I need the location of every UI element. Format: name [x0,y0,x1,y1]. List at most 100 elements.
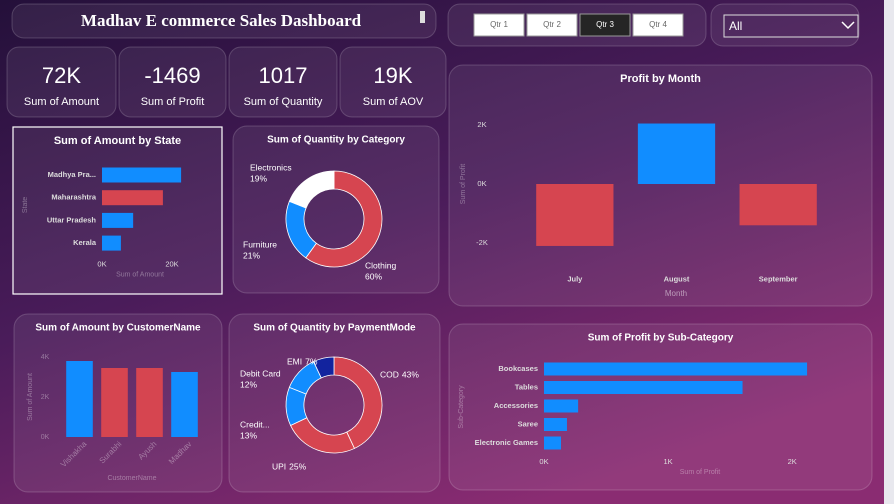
slicer-button[interactable] [526,13,578,37]
kpi-value: 72K [42,63,81,88]
x-axis-title: Month [665,289,687,298]
kpi-label: Sum of Profit [141,96,205,108]
x-tick-label: 2K [788,457,797,466]
bar [171,372,198,437]
bar [102,235,121,251]
bar [102,167,182,183]
kpi-card [228,46,338,118]
slice-value: 13% [240,430,257,440]
y-tick-label: -2K [476,238,488,247]
x-axis-title: CustomerName [107,475,156,482]
x-axis-title: Sum of Amount [116,271,164,278]
slicer-label: Qtr 2 [543,20,561,29]
y-tick-label: Uttar Pradesh [47,215,97,224]
slice-label: COD [380,369,399,379]
chart-title: Sum of Quantity by PaymentMode [253,323,416,334]
bar [544,436,562,450]
slice-value: 43% [402,369,419,379]
y-axis-title: Sum of Profit [460,164,467,205]
kpi-label: Sum of Amount [24,96,99,108]
y-tick-label: Madhya Pra... [48,170,96,179]
chart-title: Sum of Quantity by Category [267,135,405,146]
slicer-label: Qtr 3 [596,20,614,29]
slicer-label: Qtr 4 [649,20,667,29]
chart-panel [232,125,440,294]
chart-title: Sum of Profit by Sub-Category [588,333,734,344]
kpi-label: Sum of Quantity [244,96,323,108]
chart-title: Profit by Month [620,73,701,85]
bar [544,418,567,431]
x-tick-label: July [567,275,583,284]
slicer-button[interactable] [579,13,631,37]
slicer-button[interactable] [632,13,684,37]
slice-label: Electronics [250,162,292,172]
slice-label: Credit... [240,419,270,429]
slice-label: Clothing [365,260,396,270]
dropdown-arrow [841,21,855,30]
bar [544,381,743,394]
y-tick-label: Tables [515,382,538,391]
slicer-button[interactable] [473,13,525,37]
x-tick-label: 1K [663,457,672,466]
chart-title: Sum of Amount by CustomerName [35,323,201,334]
edge [884,0,894,504]
bar [101,368,128,437]
y-axis-title: Sub-Category [458,385,465,429]
bar [136,368,163,437]
x-tick-label: 20K [165,259,178,268]
bar [739,184,817,226]
dropdown-value: All [729,19,742,33]
donut-slice [333,356,383,449]
title-panel [11,3,437,39]
y-tick-label: Bookcases [498,364,538,373]
chart-panel [228,313,441,493]
donut-slice [288,170,335,209]
y-tick-label: 2K [477,120,486,129]
y-tick-label: 4K [41,354,50,361]
kpi-card [6,46,117,118]
kpi-label: Sum of AOV [363,96,424,108]
y-tick-label: Accessories [494,401,538,410]
dropdown[interactable] [723,14,859,38]
bar [536,184,614,246]
y-tick-label: Saree [518,419,538,428]
x-axis-title: Sum of Profit [680,469,721,476]
x-tick-label: August [664,275,690,284]
x-tick-label: 0K [97,259,106,268]
bar [102,190,163,206]
chart-panel [12,126,223,295]
slice-value: 19% [250,173,267,183]
kpi-card [339,46,447,118]
bar [637,123,716,184]
slicer-label: Qtr 1 [490,20,508,29]
y-tick-label: Maharashtra [51,193,96,202]
kpi-value: -1469 [144,63,200,88]
x-tick-label: September [759,275,798,284]
bar [102,212,134,228]
slice-label: UPI [272,461,286,471]
slice-label: Debit Card [240,368,281,378]
y-axis-title: State [22,197,29,213]
chart-title: Sum of Amount by State [54,135,181,147]
y-tick-label: Electronic Games [475,438,538,447]
slice-value: 21% [243,250,260,260]
kpi-card [118,46,227,118]
donut-slice [305,170,383,268]
slice-value: 60% [365,271,382,281]
dashboard-title: Madhav E commerce Sales Dashboard [81,11,362,30]
bar [66,361,93,437]
kpi-value: 19K [373,63,412,88]
slice-value: 25% [289,461,306,471]
y-axis-title: Sum of Amount [27,373,34,421]
bar [544,399,579,413]
y-tick-label: 0K [477,179,486,188]
kpi-value: 1017 [259,63,308,88]
slice-label: Furniture [243,239,277,249]
x-tick-label: 0K [539,457,548,466]
y-tick-label: Kerala [73,238,97,247]
y-tick-label: 2K [41,394,50,401]
y-tick-label: 0K [41,434,50,441]
slice-value: 12% [240,379,257,389]
slice-value: 7% [305,356,318,366]
